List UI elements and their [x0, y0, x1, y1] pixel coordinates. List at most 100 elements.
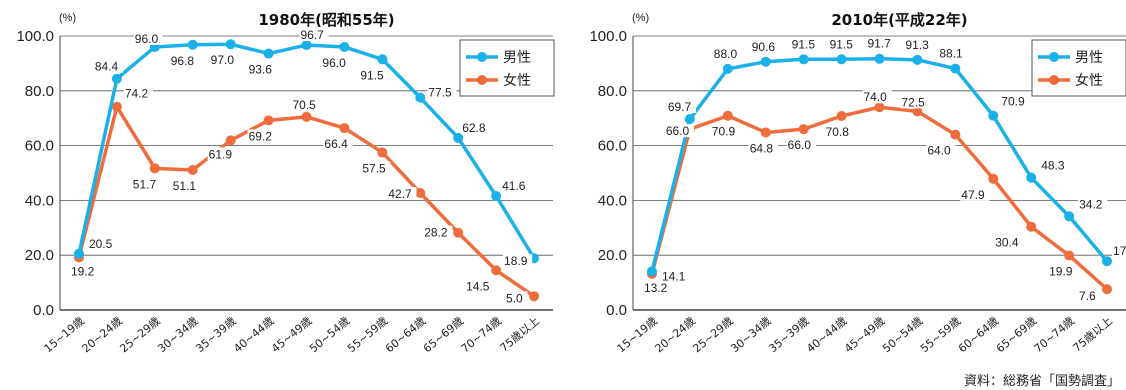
- legend-swatch-dot: [477, 52, 487, 62]
- data-point-female: [377, 147, 388, 158]
- data-point-male: [1026, 172, 1037, 183]
- x-tick-label: 60~64歳: [383, 314, 428, 355]
- data-point-male: [263, 48, 274, 59]
- data-label-bg: [171, 178, 201, 192]
- data-label-male: 91.5: [792, 37, 816, 51]
- data-point-male: [491, 191, 502, 202]
- data-label-bg: [1000, 94, 1030, 108]
- legend-label-female: 女性: [1075, 72, 1103, 89]
- data-label-bg: [904, 37, 934, 51]
- data-point-male: [988, 110, 999, 121]
- data-label-female: 70.9: [712, 125, 736, 139]
- x-tick-label: 55~59歳: [345, 314, 390, 355]
- y-tick-label: 60.0: [598, 138, 627, 155]
- data-label-bg: [828, 37, 858, 51]
- data-label-male: 18.9: [504, 254, 528, 268]
- data-label-bg: [960, 187, 990, 201]
- data-label-bg: [866, 36, 896, 50]
- legend-box: [459, 39, 555, 97]
- data-label-bg: [207, 147, 237, 161]
- chart-title: 2010年(平成22年): [831, 11, 967, 29]
- data-label-male: 70.9: [1001, 95, 1025, 109]
- data-point-female: [988, 173, 999, 184]
- data-label-female: 74.0: [864, 90, 888, 104]
- data-point-male: [1064, 211, 1075, 222]
- data-label-female: 47.9: [961, 188, 985, 202]
- data-label-male: 88.0: [714, 47, 738, 61]
- unit-label: (%): [59, 12, 76, 24]
- data-point-male: [415, 92, 426, 103]
- data-point-female: [339, 123, 350, 134]
- data-label-male: 96.0: [135, 32, 159, 46]
- data-label-bg: [209, 53, 239, 67]
- data-label-bg: [660, 269, 691, 283]
- data-point-male: [225, 39, 236, 50]
- data-point-male: [339, 41, 350, 52]
- legend-label-male: 男性: [503, 50, 531, 66]
- data-label-bg: [323, 137, 353, 151]
- data-label-bg: [387, 187, 417, 201]
- chart-title: 1980年(昭和55年): [258, 11, 394, 29]
- y-tick-label: 40.0: [598, 192, 627, 209]
- chart-panel-1: 0.0 20.0 40.0 60.0 80.0 100.0 (%) 1980年(昭和55年) 1…: [16, 11, 555, 355]
- data-label-bg: [291, 97, 321, 111]
- data-label-male: 90.6: [752, 40, 776, 54]
- data-label-bg: [359, 68, 389, 82]
- data-point-female: [301, 111, 312, 122]
- data-label-bg: [321, 55, 351, 69]
- data-point-male: [187, 39, 198, 50]
- data-label-male: 20.5: [89, 237, 113, 251]
- data-point-female: [874, 102, 885, 113]
- data-label-male: 91.5: [360, 68, 384, 82]
- data-point-male: [950, 63, 961, 74]
- data-point-male: [798, 54, 809, 65]
- data-label-female: 64.8: [750, 141, 774, 155]
- data-point-female: [836, 111, 847, 122]
- data-label-bg: [169, 53, 199, 67]
- data-label-bg: [824, 125, 854, 139]
- x-tick-label: 45~49歳: [269, 314, 314, 355]
- data-label-bg: [465, 279, 495, 293]
- y-tick-label: 0.0: [606, 302, 627, 319]
- y-tick-label: 80.0: [25, 83, 54, 100]
- data-label-bg: [133, 31, 164, 45]
- data-point-male: [646, 266, 657, 277]
- data-point-female: [1064, 250, 1075, 261]
- data-label-bg: [790, 37, 820, 51]
- data-label-female: 70.5: [293, 98, 317, 112]
- data-point-female: [1026, 221, 1037, 232]
- data-label-male: 96.0: [322, 56, 346, 70]
- data-label-female: 19.2: [71, 264, 95, 278]
- data-point-female: [491, 265, 502, 276]
- data-label-male: 48.3: [1041, 159, 1065, 173]
- data-point-female: [149, 163, 160, 174]
- data-point-male: [760, 56, 771, 67]
- x-tick-label: 45~49歳: [842, 314, 887, 355]
- data-label-female: 66.0: [788, 138, 812, 152]
- data-label-female: 70.8: [826, 125, 850, 139]
- data-point-female: [798, 124, 809, 135]
- data-label-bg: [750, 39, 780, 53]
- data-label-bg: [938, 46, 968, 60]
- data-label-bg: [786, 138, 816, 152]
- data-label-bg: [361, 161, 391, 175]
- x-tick-label: 75歳以上: [498, 314, 542, 354]
- data-label-male: 91.3: [905, 38, 929, 52]
- x-tick-label: 50~54歳: [307, 314, 352, 355]
- x-tick-label: 65~69歳: [421, 314, 466, 355]
- data-label-bg: [1112, 244, 1126, 258]
- data-label-female: 69.2: [249, 129, 273, 143]
- data-label-female: 51.7: [133, 177, 157, 191]
- data-point-male: [684, 114, 695, 125]
- data-label-male: 69.7: [668, 100, 692, 114]
- data-label-female: 30.4: [995, 236, 1019, 250]
- data-label-bg: [247, 62, 277, 76]
- data-label-female: 28.2: [424, 226, 448, 240]
- data-point-male: [912, 54, 923, 65]
- data-point-female: [263, 115, 274, 126]
- data-label-bg: [926, 143, 956, 157]
- source-note: 資料：総務省「国勢調査」: [964, 374, 1120, 389]
- data-label-bg: [423, 225, 453, 239]
- y-tick-label: 60.0: [25, 138, 54, 155]
